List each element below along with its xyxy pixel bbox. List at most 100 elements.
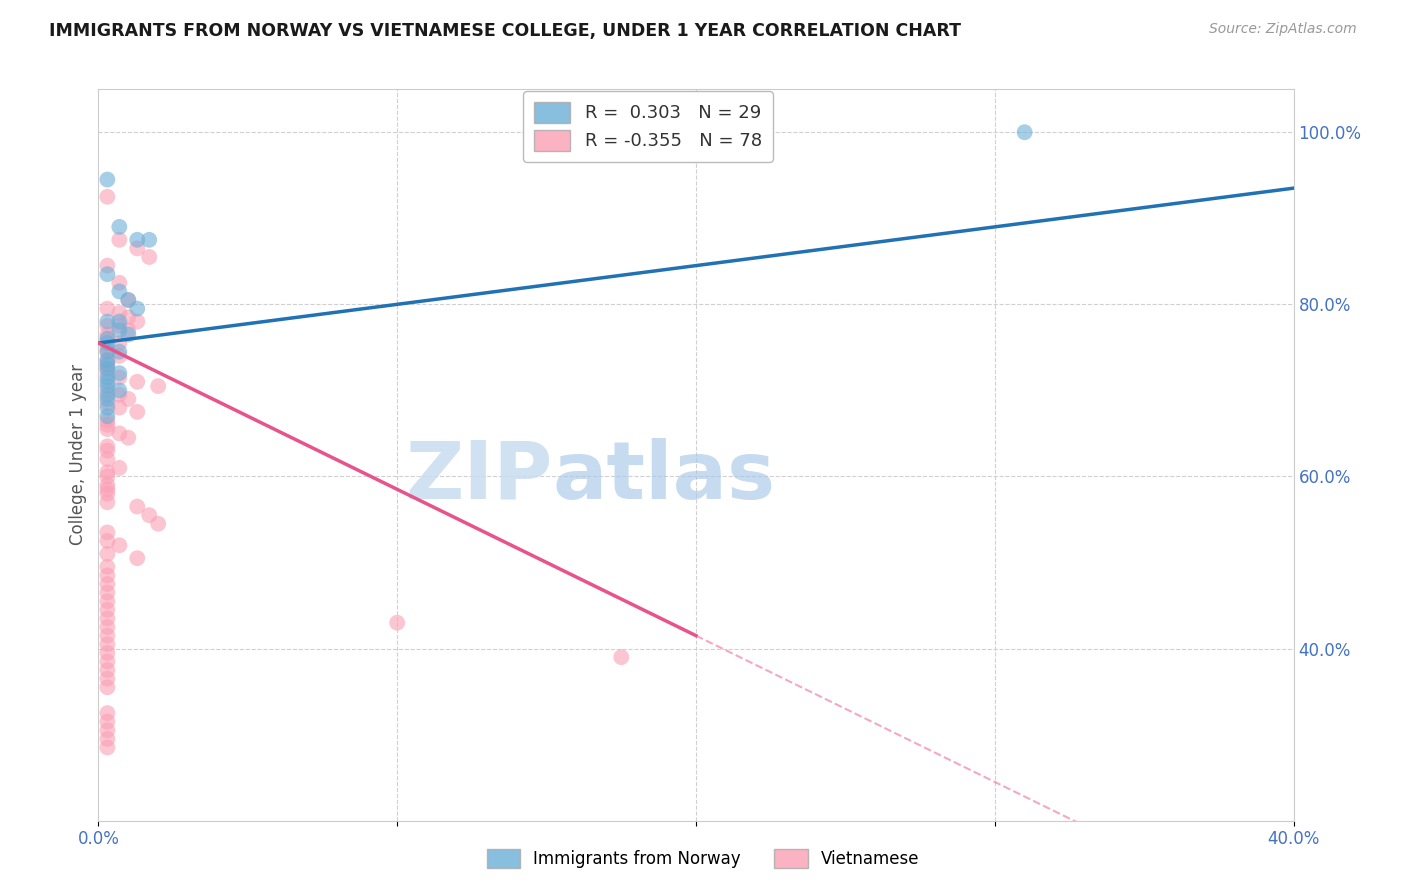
Point [117, 310, 139, 325]
Point [138, 250, 160, 264]
Point [108, 306, 131, 320]
Text: IMMIGRANTS FROM NORWAY VS VIETNAMESE COLLEGE, UNDER 1 YEAR CORRELATION CHART: IMMIGRANTS FROM NORWAY VS VIETNAMESE COL… [49, 22, 962, 40]
Point [96, 611, 118, 625]
Point [96, 417, 118, 432]
Point [108, 323, 131, 337]
Point [96, 533, 118, 548]
Point [96, 387, 118, 401]
Point [96, 409, 118, 424]
Text: atlas: atlas [553, 438, 776, 516]
Point [108, 344, 131, 359]
Point [108, 233, 131, 247]
Point [96, 362, 118, 376]
Point [96, 655, 118, 669]
Point [96, 392, 118, 406]
Point [127, 375, 149, 389]
Point [96, 344, 118, 359]
Point [96, 483, 118, 497]
Point [96, 344, 118, 359]
Point [96, 259, 118, 273]
Point [148, 516, 170, 531]
Point [117, 293, 139, 307]
Y-axis label: College, Under 1 year: College, Under 1 year [69, 364, 87, 546]
Point [96, 547, 118, 561]
Point [108, 387, 131, 401]
Point [108, 285, 131, 299]
Point [96, 469, 118, 483]
Point [96, 723, 118, 738]
Point [96, 358, 118, 372]
Point [96, 629, 118, 643]
Point [96, 663, 118, 677]
Point [127, 233, 149, 247]
Point [127, 314, 149, 328]
Point [108, 276, 131, 290]
Point [96, 486, 118, 500]
Point [96, 375, 118, 389]
Point [127, 500, 149, 514]
Point [96, 396, 118, 410]
Point [96, 422, 118, 436]
Point [96, 314, 118, 328]
Point [96, 465, 118, 479]
Point [96, 731, 118, 746]
Point [108, 318, 131, 333]
Point [96, 585, 118, 599]
Point [96, 340, 118, 354]
Point [96, 353, 118, 368]
Point [96, 559, 118, 574]
Point [96, 358, 118, 372]
Point [127, 405, 149, 419]
Point [96, 439, 118, 453]
Point [117, 293, 139, 307]
Point [385, 615, 409, 630]
Point [138, 233, 160, 247]
Text: ZIP: ZIP [405, 438, 553, 516]
Point [108, 370, 131, 384]
Point [96, 646, 118, 660]
Point [96, 568, 118, 582]
Point [108, 538, 131, 552]
Point [96, 267, 118, 281]
Point [117, 327, 139, 342]
Point [96, 318, 118, 333]
Point [96, 443, 118, 458]
Point [1014, 125, 1036, 139]
Point [96, 620, 118, 634]
Point [96, 714, 118, 729]
Point [108, 314, 131, 328]
Point [96, 190, 118, 204]
Point [96, 495, 118, 509]
Point [96, 525, 118, 540]
Point [96, 594, 118, 608]
Point [108, 401, 131, 415]
Point [96, 379, 118, 393]
Point [96, 353, 118, 368]
Point [108, 349, 131, 363]
Point [108, 384, 131, 398]
Point [610, 650, 633, 665]
Point [117, 431, 139, 445]
Point [96, 680, 118, 694]
Point [117, 392, 139, 406]
Point [96, 637, 118, 651]
Point [108, 460, 131, 475]
Point [96, 740, 118, 755]
Point [96, 301, 118, 316]
Point [108, 219, 131, 234]
Point [96, 577, 118, 591]
Point [96, 401, 118, 415]
Point [108, 336, 131, 351]
Point [96, 332, 118, 346]
Point [96, 706, 118, 720]
Point [96, 332, 118, 346]
Point [96, 478, 118, 492]
Point [127, 301, 149, 316]
Point [96, 603, 118, 617]
Point [96, 172, 118, 186]
Point [96, 336, 118, 351]
Point [138, 508, 160, 523]
Point [148, 379, 170, 393]
Text: Source: ZipAtlas.com: Source: ZipAtlas.com [1209, 22, 1357, 37]
Point [96, 413, 118, 427]
